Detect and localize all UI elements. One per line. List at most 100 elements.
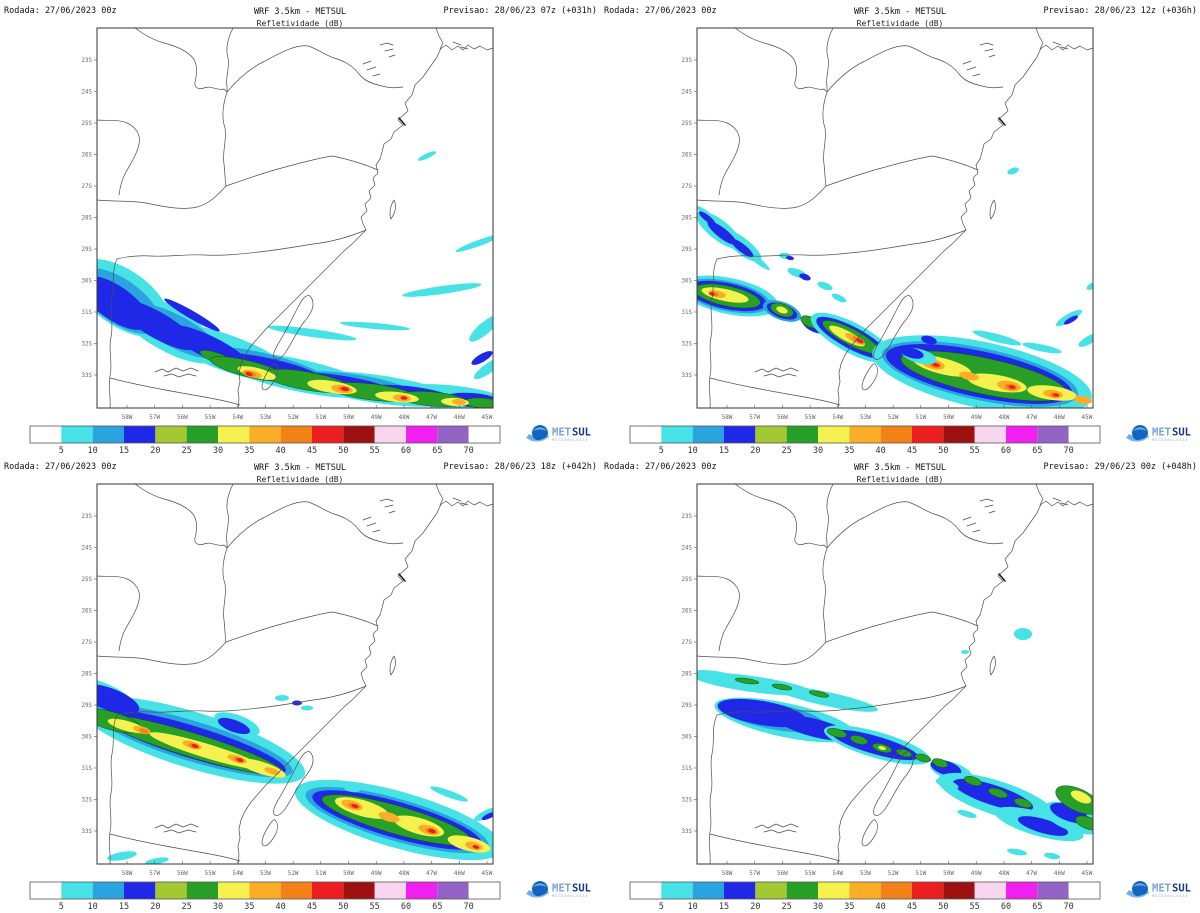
colorbar-tick-label: 35 <box>844 446 854 455</box>
colorbar-segment <box>30 882 62 899</box>
colorbar-tick-label: 40 <box>276 446 286 455</box>
colorbar-tick-label: 15 <box>719 902 729 911</box>
colorbar-tick-label: 10 <box>88 446 98 455</box>
model-title: WRF 3.5km - METSUL <box>853 463 947 473</box>
forecast-panel-2: Rodada: 27/06/2023 00z WRF 3.5km - METSU… <box>600 0 1200 456</box>
lat-tick-label: 24S <box>82 546 93 552</box>
lat-tick-label: 23S <box>82 58 93 64</box>
lon-tick-label: 54W <box>232 414 243 421</box>
lon-tick-label: 53W <box>260 414 271 421</box>
colorbar-tick-label: 70 <box>1064 446 1074 455</box>
colorbar-segment <box>692 426 724 443</box>
colorbar-tick-label: 30 <box>213 902 223 911</box>
lon-tick-label: 58W <box>122 870 133 877</box>
logo-sul-text: SUL <box>572 883 591 895</box>
colorbar-segment <box>92 426 124 443</box>
lat-tick-label: 27S <box>682 184 693 190</box>
colorbar-segment <box>468 426 500 443</box>
lon-tick-label: 57W <box>749 414 760 421</box>
panel-title-block: WRF 3.5km - METSUL Refletividade (dB) <box>0 6 600 30</box>
lat-tick-label: 25S <box>82 121 93 127</box>
lon-tick-label: 48W <box>398 870 409 877</box>
lon-tick-label: 51W <box>315 414 326 421</box>
colorbar-outline <box>629 425 1101 444</box>
model-title: WRF 3.5km - METSUL <box>253 463 347 473</box>
colorbar-tick-label: 20 <box>750 902 760 911</box>
logo-tagline: METEOROLOGIA <box>1152 438 1189 442</box>
colorbar-tick-label: 25 <box>782 902 792 911</box>
lon-tick-label: 56W <box>177 414 188 421</box>
lat-tick-label: 23S <box>82 514 93 520</box>
colorbar: 5 10 15 20 25 30 35 40 45 50 55 60 65 70 <box>29 425 501 455</box>
colorbar-segment <box>880 426 912 443</box>
lat-tick-label: 31S <box>82 766 93 772</box>
colorbar: 5 10 15 20 25 30 35 40 45 50 55 60 65 70 <box>629 881 1101 911</box>
lon-tick-label: 58W <box>722 870 733 877</box>
colorbar-tick-label: 65 <box>432 902 442 911</box>
logo-tagline: METEOROLOGIA <box>552 438 589 442</box>
logo-tagline: METEOROLOGIA <box>1152 894 1189 898</box>
map-frame <box>696 27 1094 409</box>
colorbar-segment <box>912 882 944 899</box>
lat-tick-label: 33S <box>682 373 693 379</box>
run-timestamp: Rodada: 27/06/2023 00z <box>4 462 117 472</box>
lon-tick-label: 54W <box>232 870 243 877</box>
colorbar-tick-label: 70 <box>464 446 474 455</box>
lon-tick-label: 52W <box>888 870 899 877</box>
logo-met-text: MET <box>552 427 571 439</box>
lon-tick-label: 51W <box>915 414 926 421</box>
lat-tick-label: 28S <box>682 216 693 222</box>
lat-tick-label: 28S <box>82 672 93 678</box>
colorbar-segment <box>312 882 344 899</box>
colorbar-tick-label: 40 <box>876 446 886 455</box>
colorbar-segment <box>849 426 881 443</box>
colorbar-segment <box>755 882 787 899</box>
colorbar-segment <box>630 882 662 899</box>
lon-tick-label: 53W <box>260 870 271 877</box>
lat-tick-label: 28S <box>682 672 693 678</box>
lon-tick-label: 57W <box>149 414 160 421</box>
logo-sul-text: SUL <box>1172 883 1191 895</box>
lon-tick-label: 57W <box>149 870 160 877</box>
axis-labels: 58W 57W 56W 55W 54W 53W 52W 51W 50W 49W 48W 47W 46W 4… <box>82 514 493 877</box>
lat-tick-label: 23S <box>682 58 693 64</box>
forecast-valid-label: Previsao: 28/06/23 07z (+031h) <box>443 6 597 16</box>
colorbar-segment <box>437 882 469 899</box>
metsul-globe-icon <box>526 425 550 442</box>
lon-tick-label: 50W <box>943 414 954 421</box>
variable-subtitle: Refletividade (dB) <box>256 475 344 484</box>
colorbar-tick-label: 55 <box>970 446 980 455</box>
forecast-valid-label: Previsao: 28/06/23 12z (+036h) <box>1043 6 1197 16</box>
lon-tick-label: 45W <box>1082 870 1093 877</box>
lat-tick-label: 30S <box>682 735 693 741</box>
colorbar-segment <box>880 882 912 899</box>
colorbar-segment <box>374 882 406 899</box>
colorbar-tick-label: 25 <box>182 902 192 911</box>
colorbar-segment <box>406 426 438 443</box>
metsul-globe-icon <box>1126 425 1150 442</box>
lon-tick-label: 55W <box>205 870 216 877</box>
logo-met-text: MET <box>552 883 571 895</box>
colorbar-tick-label: 50 <box>338 446 348 455</box>
colorbar-tick-label: 30 <box>813 902 823 911</box>
colorbar-segment <box>943 426 975 443</box>
reflectivity-field <box>697 627 1093 861</box>
colorbar-tick-label: 40 <box>276 902 286 911</box>
lat-tick-label: 25S <box>682 121 693 127</box>
lat-tick-label: 30S <box>82 279 93 285</box>
colorbar-tick-label: 35 <box>244 446 254 455</box>
panel-title-block: WRF 3.5km - METSUL Refletividade (dB) <box>0 462 600 486</box>
logo-sul-text: SUL <box>1172 427 1191 439</box>
lat-tick-label: 33S <box>82 829 93 835</box>
lat-tick-label: 23S <box>682 514 693 520</box>
colorbar-segment <box>786 426 818 443</box>
lon-tick-label: 45W <box>482 414 493 421</box>
colorbar-tick-label: 5 <box>659 902 664 911</box>
forecast-valid-label: Previsao: 28/06/23 18z (+042h) <box>443 462 597 472</box>
colorbar: 5 10 15 20 25 30 35 40 45 50 55 60 65 70 <box>29 881 501 911</box>
colorbar-segment <box>249 426 281 443</box>
colorbar-tick-label: 10 <box>88 902 98 911</box>
lat-tick-label: 32S <box>82 798 93 804</box>
lon-tick-label: 52W <box>288 870 299 877</box>
colorbar-tick-label: 5 <box>59 902 64 911</box>
